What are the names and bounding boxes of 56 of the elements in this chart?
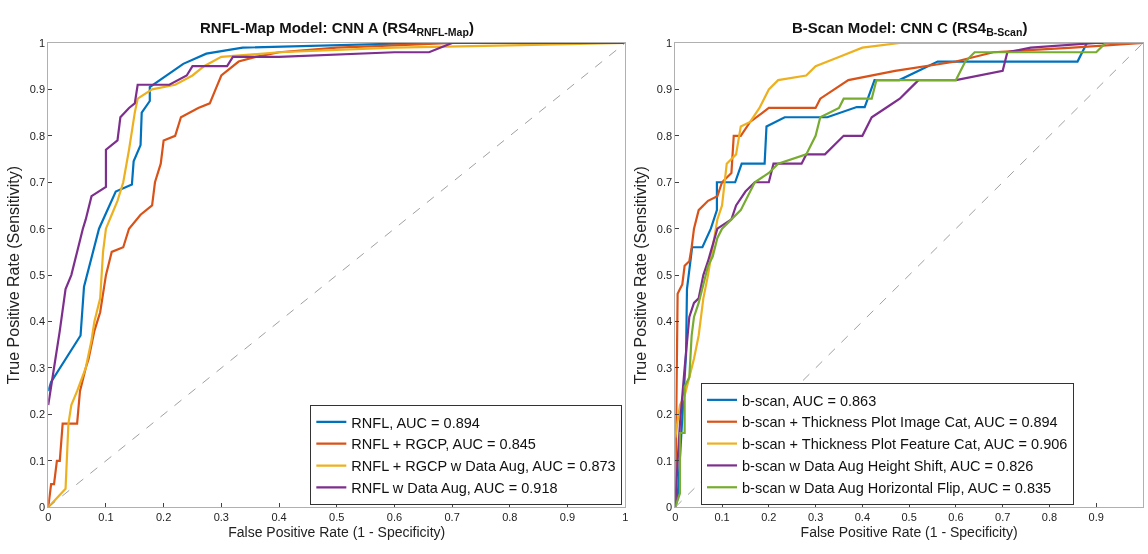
x-tick-label: 0.8 (502, 511, 518, 524)
y-tick-label: 0.8 (656, 129, 673, 142)
legend-label: b-scan + Thickness Plot Image Cat, AUC = 0.894 (742, 414, 1058, 431)
y-tick-label: 0.3 (656, 361, 673, 374)
x-tick-label: 0.1 (714, 511, 730, 524)
x-tick-label: 0.4 (271, 511, 287, 524)
y-tick-label: 0 (38, 501, 46, 514)
legend-label: RNFL, AUC = 0.894 (351, 414, 480, 431)
x-tick-label: 0.5 (329, 511, 345, 524)
legend-label: b-scan + Thickness Plot Feature Cat, AUC = 0.906 (742, 436, 1068, 453)
y-tick-label: 1 (665, 36, 673, 49)
x-tick-label: 0.7 (995, 511, 1011, 524)
x-tick-label: 0.6 (386, 511, 403, 524)
x-tick-label: 0.2 (761, 511, 777, 524)
y-tick-label: 0 (665, 501, 673, 514)
legend-label: b-scan w Data Aug Horizontal Flip, AUC = 0.835 (742, 479, 1052, 496)
y-tick-label: 0.2 (656, 408, 673, 421)
x-tick-label: 0.5 (901, 511, 917, 524)
y-tick-label: 0.9 (29, 83, 46, 96)
x-tick-label: 0.9 (559, 511, 576, 524)
x-tick-label: 0.3 (807, 511, 824, 524)
x-axis-title: False Positive Rate (1 - Specificity) (800, 523, 1018, 540)
legend-label: b-scan w Data Aug Height Shift, AUC = 0.826 (742, 458, 1034, 475)
y-tick-label: 0.5 (656, 268, 673, 281)
y-axis-title: True Positive Rate (Sensitivity) (4, 166, 22, 385)
legend-label: RNFL w Data Aug, AUC = 0.918 (351, 480, 558, 497)
y-tick-label: 0.2 (29, 408, 46, 421)
x-tick-label: 0.7 (444, 511, 460, 524)
x-tick-label: 0.9 (1088, 511, 1104, 524)
y-axis-title: True Positive Rate (Sensitivity) (631, 166, 649, 385)
chart-title: RNFL-Map Model: CNN A (RS4$_{RNFL-Map}$) (200, 19, 474, 39)
y-tick-label: 0.4 (656, 315, 673, 328)
y-tick-label: 0.1 (656, 454, 673, 467)
x-tick-label: 1 (622, 511, 629, 524)
x-axis-title: False Positive Rate (1 - Specificity) (228, 523, 446, 540)
y-tick-label: 0.5 (29, 268, 46, 281)
y-tick-label: 0.7 (656, 176, 673, 189)
chart-title: B-Scan Model: CNN C (RS4$_{B-Scan}$) (792, 19, 1028, 39)
x-tick-label: 0.1 (98, 511, 114, 524)
y-tick-label: 0.8 (29, 129, 46, 142)
x-tick-label: 0.6 (948, 511, 964, 524)
legend-label: RNFL + RGCP w Data Aug, AUC = 0.873 (351, 458, 616, 475)
y-tick-label: 0.7 (29, 176, 46, 189)
legend-label: RNFL + RGCP, AUC = 0.845 (351, 436, 536, 453)
y-tick-label: 0.6 (29, 222, 46, 235)
y-tick-label: 1 (38, 36, 46, 49)
y-tick-label: 0.3 (29, 361, 46, 374)
x-tick-label: 0.2 (155, 511, 172, 524)
legend-label: b-scan, AUC = 0.863 (742, 392, 877, 409)
x-tick-label: 0.4 (854, 511, 871, 524)
y-tick-label: 0.6 (656, 222, 673, 235)
y-tick-label: 0.4 (29, 315, 46, 328)
y-tick-label: 0.1 (29, 454, 46, 467)
x-tick-label: 0.8 (1041, 511, 1058, 524)
y-tick-label: 0.9 (656, 83, 673, 96)
x-tick-label: 0.3 (213, 511, 229, 524)
